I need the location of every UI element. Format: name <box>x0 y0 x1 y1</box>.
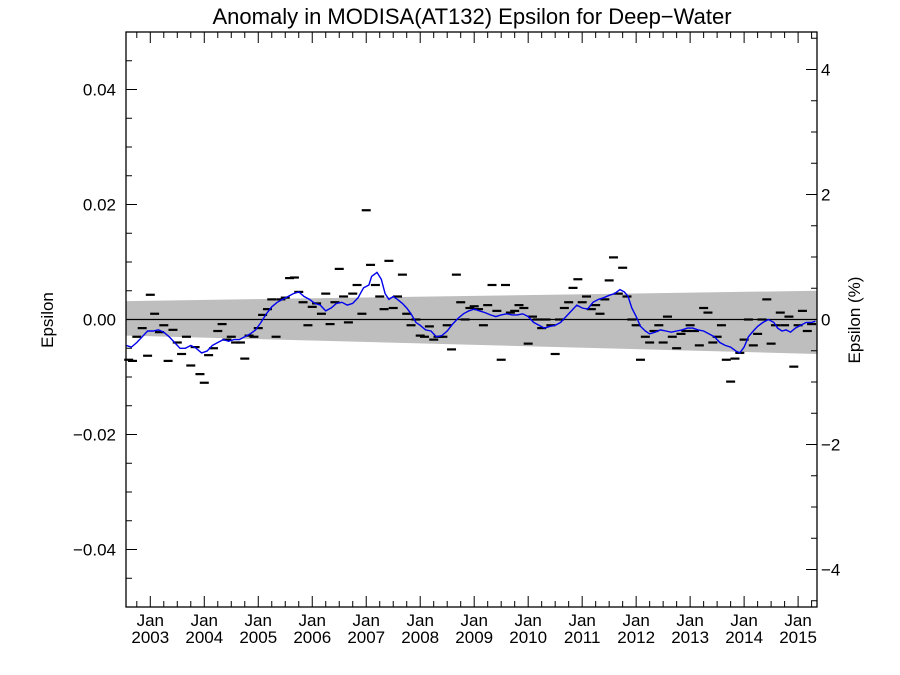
x-tick-label-year: 2015 <box>779 628 817 647</box>
x-tick-label-month: Jan <box>514 611 541 630</box>
y-tick-label-right: −2 <box>821 436 840 455</box>
y-axis-title-right: Epsilon (%) <box>845 277 864 364</box>
y-tick-label-right: −4 <box>821 561 840 580</box>
x-tick-label-year: 2005 <box>239 628 277 647</box>
chart-title: Anomaly in MODISA(AT132) Epsilon for Dee… <box>212 4 731 29</box>
x-tick-label-year: 2010 <box>509 628 547 647</box>
y-tick-label-right: 4 <box>821 61 830 80</box>
x-tick-label-year: 2006 <box>293 628 331 647</box>
x-tick-label-year: 2012 <box>617 628 655 647</box>
y-axis-title-left: Epsilon <box>38 292 57 348</box>
y-tick-label-right: 0 <box>821 311 830 330</box>
x-tick-label-month: Jan <box>137 611 164 630</box>
running-mean-line <box>125 271 816 354</box>
x-tick-label-month: Jan <box>676 611 703 630</box>
x-tick-label-month: Jan <box>568 611 595 630</box>
y-tick-label-left: 0.02 <box>83 196 116 215</box>
x-tick-label-year: 2011 <box>564 628 601 647</box>
y-tick-label-left: −0.02 <box>73 426 116 445</box>
y-tick-label-left: −0.04 <box>73 541 116 560</box>
y-tick-label-left: 0.04 <box>83 81 116 100</box>
x-tick-label-year: 2008 <box>401 628 439 647</box>
x-tick-label-month: Jan <box>407 611 434 630</box>
x-tick-label-month: Jan <box>353 611 380 630</box>
confidence-band <box>126 290 817 354</box>
x-tick-label-year: 2013 <box>671 628 709 647</box>
x-tick-label-month: Jan <box>460 611 487 630</box>
y-tick-label-right: 2 <box>821 186 830 205</box>
x-tick-label-month: Jan <box>191 611 218 630</box>
x-tick-label-year: 2004 <box>185 628 223 647</box>
x-tick-label-month: Jan <box>730 611 757 630</box>
x-tick-label-year: 2009 <box>455 628 493 647</box>
x-tick-label-month: Jan <box>622 611 649 630</box>
x-tick-label-year: 2007 <box>347 628 385 647</box>
x-tick-label-year: 2003 <box>131 628 169 647</box>
x-tick-label-month: Jan <box>245 611 272 630</box>
x-tick-label-month: Jan <box>299 611 326 630</box>
plot-area: −0.04−0.020.000.020.04−4−2024Jan2003Jan2… <box>73 31 840 647</box>
x-tick-label-month: Jan <box>784 611 811 630</box>
y-tick-label-left: 0.00 <box>83 311 116 330</box>
x-tick-label-year: 2014 <box>725 628 763 647</box>
